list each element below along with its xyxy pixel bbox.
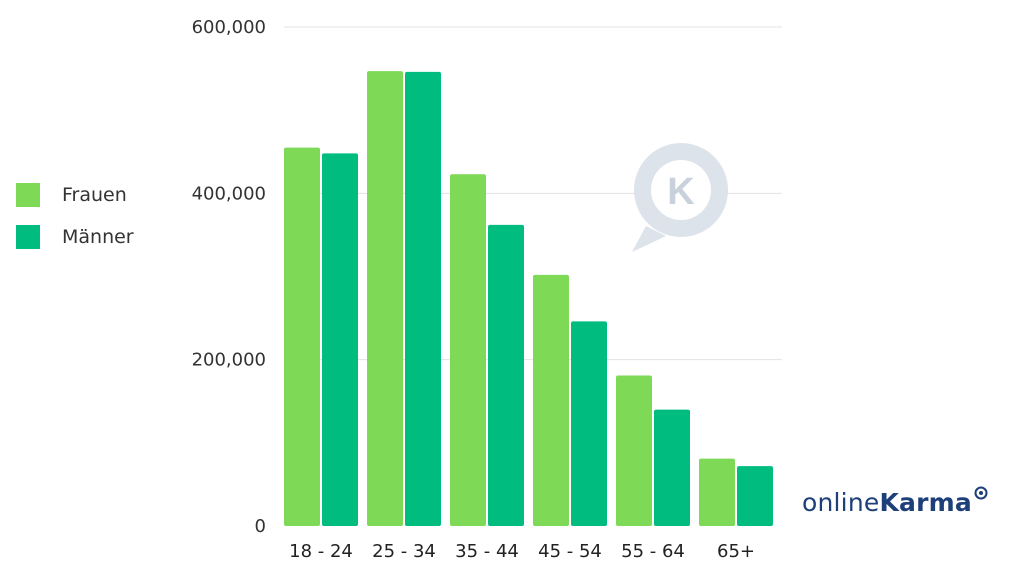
bar-maenner: [737, 466, 773, 526]
y-axis-labels: 0 200,000 400,000 600,000: [192, 17, 266, 537]
legend-swatch-maenner: [16, 225, 40, 249]
watermark-logo: K: [632, 143, 728, 252]
onlinekarma-logo: online Karma: [802, 486, 988, 517]
legend-label-frauen: Frauen: [62, 184, 127, 206]
bar-maenner: [654, 409, 690, 526]
y-tick-label: 600,000: [192, 17, 266, 38]
bar-frauen: [450, 174, 486, 526]
x-axis-labels: 18 - 24 25 - 34 35 - 44 45 - 54 55 - 64 65+: [289, 541, 755, 562]
x-tick-label: 65+: [717, 541, 755, 562]
bar-frauen: [699, 458, 735, 526]
bar-frauen: [284, 147, 320, 526]
y-tick-label: 200,000: [192, 350, 266, 371]
bar-maenner: [405, 71, 441, 526]
x-tick-label: 45 - 54: [538, 541, 602, 562]
bar-frauen: [533, 274, 569, 526]
bar-maenner: [571, 321, 607, 526]
bars-layer: [284, 71, 773, 527]
bar-maenner: [322, 153, 358, 526]
y-tick-label: 0: [255, 516, 266, 537]
legend-item-maenner: Männer: [16, 224, 134, 250]
x-tick-label: 35 - 44: [455, 541, 519, 562]
y-tick-label: 400,000: [192, 183, 266, 204]
x-tick-label: 25 - 34: [372, 541, 436, 562]
logo-mark-icon: [974, 486, 988, 500]
legend-label-maenner: Männer: [62, 226, 134, 248]
logo-text-karma: Karma: [879, 488, 972, 517]
legend: Frauen Männer: [16, 182, 134, 266]
bar-frauen: [367, 71, 403, 526]
legend-item-frauen: Frauen: [16, 182, 134, 208]
bar-frauen: [616, 375, 652, 526]
watermark-letter: K: [667, 171, 695, 213]
bar-maenner: [488, 224, 524, 527]
logo-text-online: online: [802, 488, 880, 517]
legend-swatch-frauen: [16, 183, 40, 207]
x-tick-label: 18 - 24: [289, 541, 353, 562]
x-tick-label: 55 - 64: [621, 541, 685, 562]
